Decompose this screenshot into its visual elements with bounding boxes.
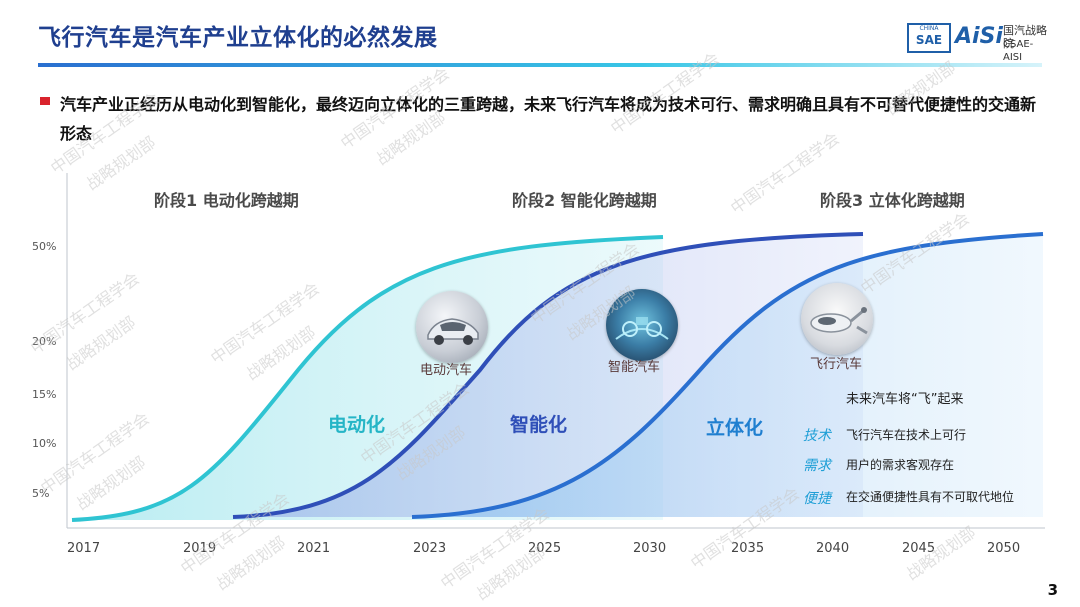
- annotation-key-demand: 需求: [803, 458, 833, 474]
- electric-car-label: 电动汽车: [420, 363, 473, 378]
- flying-car-icon: [801, 283, 873, 355]
- annotation-key-tech: 技术: [803, 428, 833, 444]
- x-tick-label: 2045: [902, 541, 935, 556]
- annotation-text-convenience: 在交通便捷性具有不可取代地位: [846, 489, 1014, 504]
- x-tick-label: 2025: [528, 541, 561, 556]
- logo-aisi: AiSi: [955, 24, 1003, 49]
- stage3-area: [412, 234, 1043, 517]
- subtitle-text: 汽车产业正经历从电动化到智能化，最终迈向立体化的三重跨越，未来飞行汽车将成为技术…: [60, 95, 1037, 143]
- logo-china: CHINA: [919, 25, 939, 32]
- annotation-text-demand: 用户的需求客观存在: [846, 457, 954, 472]
- electric-car-icon: [416, 291, 488, 363]
- y-tick-label: 5%: [32, 487, 49, 500]
- x-tick-label: 2019: [183, 541, 216, 556]
- stage2-heading: 阶段2 智能化跨越期: [512, 191, 657, 210]
- smart-car-label: 智能汽车: [608, 360, 661, 375]
- flying-car-label: 飞行汽车: [810, 357, 863, 372]
- x-tick-label: 2050: [987, 541, 1020, 556]
- annotation-heading: 未来汽车将“飞”起来: [846, 391, 963, 407]
- x-tick-label: 2030: [633, 541, 666, 556]
- x-tick-label: 2035: [731, 541, 764, 556]
- stage3-curve-label: 立体化: [706, 416, 763, 439]
- stage2-curve: [232, 232, 864, 519]
- y-tick-label: 50%: [32, 240, 56, 253]
- stage1-curve-label: 电动化: [328, 413, 385, 436]
- logo-cn: 国汽战略院: [1003, 24, 1047, 50]
- china-sae-logo: CHINA SAE: [907, 23, 951, 53]
- annotation-text-tech: 飞行汽车在技术上可行: [846, 427, 966, 442]
- title-divider: [38, 63, 1042, 67]
- stage2-curve-label: 智能化: [510, 413, 567, 436]
- x-tick-label: 2040: [816, 541, 849, 556]
- stage3-curve: [411, 232, 1044, 519]
- logo: CHINA SAE AiSi 国汽战略院 CSAE-AISI: [907, 21, 1047, 63]
- x-tick-label: 2021: [297, 541, 330, 556]
- smart-car-icon: [606, 289, 678, 361]
- logo-sae: SAE: [915, 33, 943, 47]
- logo-en: CSAE-AISI: [1003, 39, 1034, 63]
- page-number: 3: [1047, 581, 1058, 599]
- stage1-heading: 阶段1 电动化跨越期: [154, 191, 299, 210]
- x-tick-label: 2017: [67, 541, 100, 556]
- annotation-key-convenience: 便捷: [803, 491, 833, 507]
- bullet-marker: [40, 97, 50, 105]
- y-tick-label: 20%: [32, 335, 56, 348]
- y-tick-label: 10%: [32, 437, 56, 450]
- y-tick-label: 15%: [32, 388, 56, 401]
- x-tick-label: 2023: [413, 541, 446, 556]
- stage1-curve: [71, 235, 664, 522]
- page-title: 飞行汽车是汽车产业立体化的必然发展: [38, 25, 438, 51]
- stage3-heading: 阶段3 立体化跨越期: [820, 191, 965, 210]
